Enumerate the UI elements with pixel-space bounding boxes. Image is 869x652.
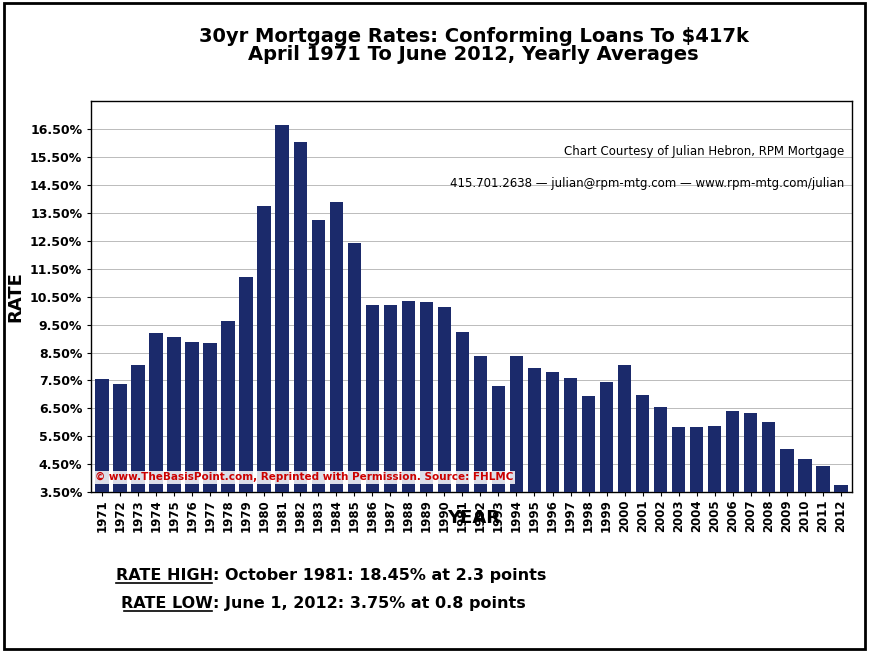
Bar bbox=[455, 332, 469, 590]
Bar bbox=[275, 125, 289, 590]
Bar bbox=[222, 321, 235, 590]
Bar bbox=[636, 395, 649, 590]
Bar bbox=[240, 277, 253, 590]
Bar bbox=[348, 243, 362, 590]
Bar bbox=[762, 422, 775, 590]
Bar bbox=[311, 220, 325, 590]
Bar bbox=[600, 382, 614, 590]
Bar bbox=[798, 459, 812, 590]
Text: : June 1, 2012: 3.75% at 0.8 points: : June 1, 2012: 3.75% at 0.8 points bbox=[213, 595, 526, 611]
Bar bbox=[203, 343, 217, 590]
Bar bbox=[780, 449, 793, 590]
Bar bbox=[492, 386, 505, 590]
Bar bbox=[96, 379, 109, 590]
Bar bbox=[401, 301, 415, 590]
Text: 30yr Mortgage Rates: Conforming Loans To $417k: 30yr Mortgage Rates: Conforming Loans To… bbox=[199, 27, 748, 46]
Bar bbox=[581, 396, 595, 590]
Bar bbox=[653, 408, 667, 590]
Bar bbox=[672, 427, 686, 590]
Bar bbox=[420, 302, 433, 590]
Bar bbox=[185, 342, 199, 590]
Text: 415.701.2638 — julian@rpm-mtg.com — www.rpm-mtg.com/julian: 415.701.2638 — julian@rpm-mtg.com — www.… bbox=[450, 177, 844, 190]
Bar bbox=[834, 485, 847, 590]
Text: : October 1981: 18.45% at 2.3 points: : October 1981: 18.45% at 2.3 points bbox=[213, 567, 547, 583]
Bar bbox=[149, 333, 163, 590]
Bar bbox=[131, 365, 145, 590]
Bar bbox=[690, 427, 703, 590]
Bar bbox=[618, 365, 632, 590]
Text: RATE HIGH: RATE HIGH bbox=[116, 567, 213, 583]
Text: YEAR: YEAR bbox=[448, 509, 500, 527]
Bar bbox=[744, 413, 758, 590]
Bar bbox=[168, 337, 181, 590]
Bar bbox=[510, 356, 523, 590]
Bar bbox=[366, 305, 379, 590]
Text: Chart Courtesy of Julian Hebron, RPM Mortgage: Chart Courtesy of Julian Hebron, RPM Mor… bbox=[564, 145, 844, 158]
Text: April 1971 To June 2012, Yearly Averages: April 1971 To June 2012, Yearly Averages bbox=[249, 45, 699, 65]
Bar bbox=[546, 372, 560, 590]
Bar bbox=[329, 202, 343, 590]
Bar bbox=[816, 466, 830, 590]
Text: © www.TheBasisPoint.com, Reprinted with Permission. Source: FHLMC: © www.TheBasisPoint.com, Reprinted with … bbox=[95, 473, 514, 482]
Bar bbox=[294, 142, 307, 590]
Bar bbox=[708, 426, 721, 590]
Bar bbox=[474, 355, 488, 590]
Bar bbox=[527, 368, 541, 590]
Bar bbox=[564, 378, 577, 590]
Bar bbox=[113, 384, 127, 590]
Bar bbox=[438, 307, 451, 590]
Bar bbox=[383, 304, 397, 590]
Text: RATE: RATE bbox=[7, 271, 24, 322]
Text: RATE LOW: RATE LOW bbox=[121, 595, 213, 611]
Bar bbox=[257, 206, 271, 590]
Bar bbox=[726, 411, 740, 590]
